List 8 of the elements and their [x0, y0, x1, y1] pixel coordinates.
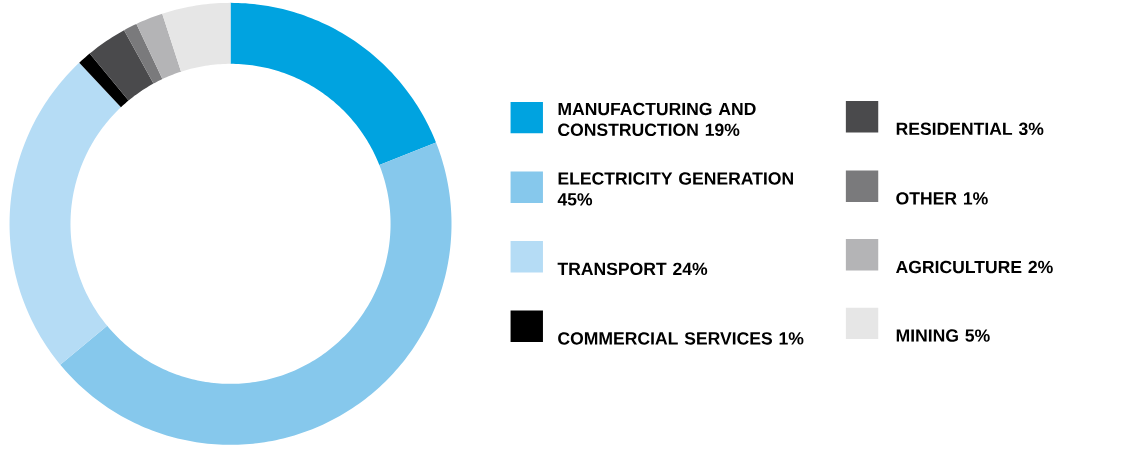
legend-label: OTHER 1%	[896, 192, 988, 205]
legend-label: MANUFACTURING AND CONSTRUCTION 19%	[558, 102, 756, 137]
legend-label: COMMERCIAL SERVICES 1%	[558, 332, 804, 345]
legend-label: TRANSPORT 24%	[557, 262, 708, 276]
legend-label: AGRICULTURE 2%	[896, 260, 1053, 274]
legend-label: ELECTRICITY GENERATION 45%	[557, 172, 793, 206]
legend-label: MINING 5%	[896, 329, 990, 342]
legend-label: RESIDENTIAL 3%	[896, 122, 1044, 136]
